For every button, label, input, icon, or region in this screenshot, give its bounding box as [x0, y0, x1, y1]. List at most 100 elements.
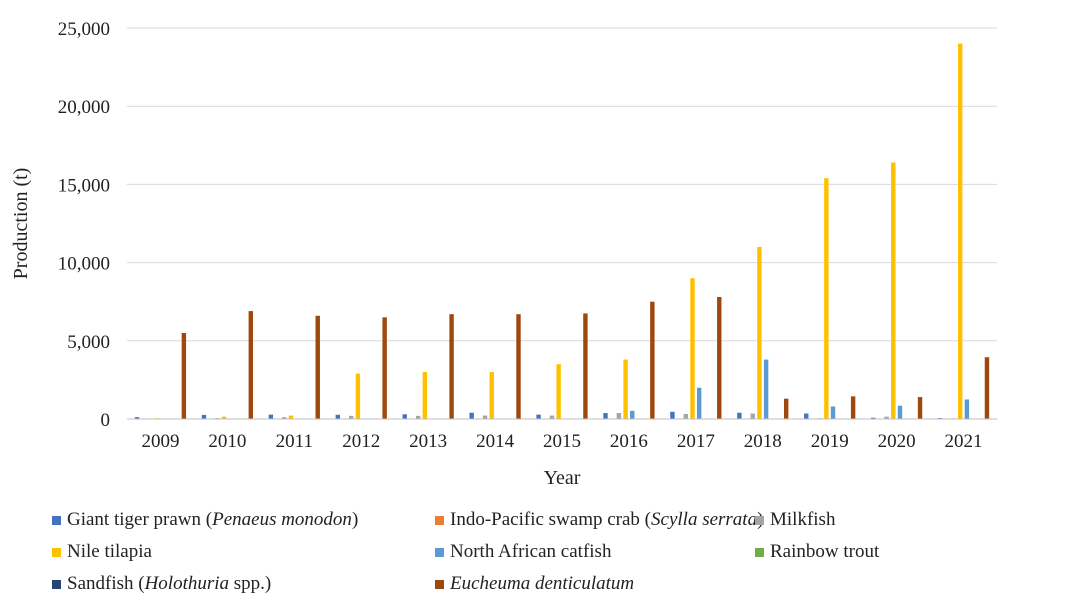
bar	[516, 314, 521, 419]
x-axis-ticks: 2009 2010 2011 2012 2013 2014 2015 2016 2017 2018…	[141, 431, 982, 452]
legend-item: Sandfish (Holothuria spp.)	[52, 570, 271, 598]
bar	[536, 414, 541, 419]
x-tick-label: 2017	[677, 431, 715, 452]
bar	[288, 415, 294, 419]
legend-label-italic: Penaeus monodon	[212, 509, 352, 530]
x-tick-label: 2019	[811, 431, 849, 452]
legend-label: North African catfish	[450, 541, 611, 563]
legend-label-text: Sandfish (	[67, 573, 145, 594]
legend-label-italic: Eucheuma denticulatum	[450, 573, 635, 594]
gridlines	[127, 27, 997, 342]
bar	[891, 162, 896, 419]
legend-label: Rainbow trout	[770, 541, 879, 563]
y-tick-label: 5,000	[67, 332, 110, 353]
x-tick-label: 2009	[141, 431, 179, 452]
x-tick-label: 2015	[543, 431, 581, 452]
legend-swatch	[435, 547, 444, 557]
bar	[870, 417, 876, 419]
legend-label-text: Giant tiger prawn (	[67, 509, 213, 530]
bar	[489, 372, 494, 419]
legend-label-text: Indo-Pacific swamp crab (	[450, 509, 652, 530]
bar	[201, 414, 207, 419]
bar	[884, 416, 889, 419]
legend-label: Indo-Pacific swamp crab (Scylla serrata)	[450, 509, 763, 531]
legend-label-text: Milkfish	[770, 509, 836, 530]
y-tick-label: 10,000	[58, 254, 110, 275]
legend-label: Sandfish (Holothuria spp.)	[67, 573, 271, 595]
x-tick-label: 2013	[409, 431, 447, 452]
x-tick-label: 2011	[276, 431, 313, 452]
x-tick-label: 2010	[208, 431, 246, 452]
bar	[670, 411, 675, 419]
legend-swatch	[435, 515, 444, 525]
bar	[482, 415, 488, 419]
legend-swatch	[52, 515, 61, 525]
bar	[469, 412, 474, 419]
bar	[335, 414, 341, 419]
bar	[603, 413, 608, 419]
bar	[650, 301, 655, 419]
bar	[957, 43, 963, 419]
bar	[422, 372, 428, 419]
y-tick-label: 25,000	[58, 19, 110, 40]
x-axis-title: Year	[544, 467, 581, 489]
legend-label: Eucheuma denticulatum	[450, 573, 634, 595]
y-tick-label: 20,000	[58, 97, 110, 118]
legend-label-text: North African catfish	[450, 541, 612, 562]
bar	[315, 315, 320, 419]
bar	[804, 413, 809, 419]
bar	[556, 364, 561, 419]
legend-item: Nile tilapia	[52, 538, 152, 566]
bar	[964, 399, 970, 419]
bar	[737, 412, 742, 419]
legend-item: Rainbow trout	[755, 538, 879, 566]
legend-label-suffix: spp.)	[229, 573, 272, 594]
y-axis-ticks: 0 5,000 10,000 15,000 20,000 25,000	[58, 19, 110, 431]
bar	[248, 311, 254, 419]
bar	[984, 357, 990, 419]
bar	[783, 398, 789, 419]
y-tick-label: 15,000	[58, 175, 110, 196]
legend-swatch	[755, 515, 764, 525]
legend-item: Eucheuma denticulatum	[435, 570, 634, 598]
bar	[181, 332, 187, 419]
legend-label-italic: Scylla serrata	[651, 509, 758, 530]
bar	[683, 414, 689, 419]
bar	[830, 406, 836, 419]
legend-label-text: Nile tilapia	[67, 541, 152, 562]
bar	[355, 373, 361, 419]
bar	[348, 415, 354, 419]
legend-item: North African catfish	[435, 538, 611, 566]
legend-label: Giant tiger prawn (Penaeus monodon)	[67, 509, 358, 531]
legend-swatch	[755, 547, 764, 557]
x-tick-label: 2018	[744, 431, 782, 452]
bar	[549, 415, 555, 419]
bar	[696, 387, 702, 419]
legend-swatch	[52, 579, 61, 589]
x-tick-label: 2020	[878, 431, 916, 452]
x-tick-label: 2012	[342, 431, 380, 452]
legend-swatch	[52, 547, 61, 557]
y-axis-title: Production (t)	[10, 168, 32, 280]
bar	[690, 278, 695, 419]
y-tick-label: 0	[101, 410, 111, 431]
legend-swatch	[435, 579, 444, 589]
bar	[917, 397, 923, 419]
x-tick-label: 2014	[476, 431, 515, 452]
bar	[449, 314, 454, 419]
bar	[757, 246, 762, 419]
legend-label: Milkfish	[770, 509, 835, 531]
x-tick-label: 2016	[610, 431, 648, 452]
bar	[717, 297, 722, 419]
bar	[824, 178, 829, 419]
legend-item: Milkfish	[755, 506, 835, 534]
legend: Giant tiger prawn (Penaeus monodon) Indo-…	[52, 506, 1072, 602]
legend-label-suffix: )	[351, 509, 359, 530]
legend-label-italic: Holothuria	[144, 573, 230, 594]
legend-label-text: Rainbow trout	[770, 541, 880, 562]
bar	[897, 405, 903, 419]
bar	[382, 317, 387, 419]
bars	[134, 43, 990, 419]
bar	[763, 359, 769, 419]
